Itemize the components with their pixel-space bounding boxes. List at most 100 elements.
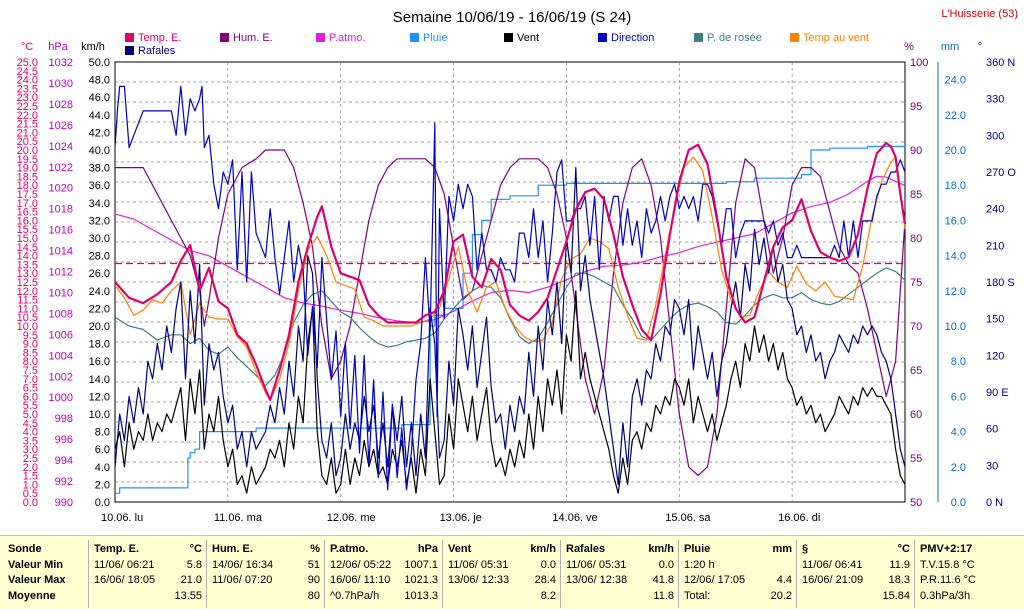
stat-header: P.atmo. bbox=[330, 543, 369, 555]
wind-tick-label: 6.0 bbox=[95, 444, 110, 456]
axis-unit-label: hPa bbox=[48, 41, 68, 53]
stat-date: 16/06/ 11:10 bbox=[330, 574, 391, 586]
series-pluie-line bbox=[115, 145, 905, 494]
temp-tick-label: 8.5 bbox=[23, 347, 38, 359]
stat-value: T.V.15.8 °C bbox=[920, 558, 975, 571]
legend-swatch bbox=[598, 33, 607, 42]
legend-label: P. de rosée bbox=[707, 32, 762, 44]
stat-header: Hum. E. bbox=[212, 543, 253, 555]
temp-tick-label: 15.0 bbox=[17, 233, 38, 245]
pressure-tick-label: 1020 bbox=[49, 183, 73, 195]
temp-tick-label: 25.0 bbox=[17, 57, 38, 69]
temp-tick-label: 8.0 bbox=[23, 356, 38, 368]
temp-tick-label: 21.5 bbox=[17, 119, 38, 131]
temp-tick-label: 4.0 bbox=[23, 427, 38, 439]
stat-date: 11/06/ 06:41 bbox=[802, 558, 863, 571]
stats-col-sonde: Sonde Valeur Min Valeur Max Moyenne bbox=[8, 542, 88, 608]
axis-units: °C hPa km/h% mm ° bbox=[21, 41, 982, 53]
stat-value: 13.55 bbox=[174, 589, 202, 602]
stat-value: 5.8 bbox=[186, 558, 202, 571]
humidity-tick-label: 65 bbox=[910, 365, 922, 377]
temp-tick-label: 3.0 bbox=[23, 444, 38, 456]
wind-tick-label: 48.0 bbox=[89, 75, 110, 87]
direction-tick-label: 210 bbox=[986, 240, 1004, 252]
stat-date: 11/06/ 05:31 bbox=[448, 558, 509, 571]
axis-unit-label: km/h bbox=[81, 41, 105, 53]
x-tick-label: 11.06. ma bbox=[214, 512, 263, 524]
stat-value: 4.4 bbox=[776, 574, 792, 586]
legend-label: Vent bbox=[517, 32, 539, 44]
rain-tick-label: 10.0 bbox=[945, 321, 966, 333]
temp-tick-label: 2.0 bbox=[23, 462, 38, 474]
stat-label: Moyenne bbox=[8, 589, 56, 602]
temp-tick-label: 22.5 bbox=[17, 101, 38, 113]
wind-tick-label: 28.0 bbox=[89, 251, 110, 263]
stat-value: 0.0 bbox=[540, 558, 556, 571]
humidity-tick-label: 60 bbox=[910, 409, 922, 421]
pressure-tick-label: 1022 bbox=[49, 162, 73, 174]
stat-value: 8.2 bbox=[540, 589, 556, 602]
plot-area bbox=[114, 61, 906, 503]
temp-tick-label: 16.0 bbox=[17, 215, 38, 227]
temp-tick-label: 7.0 bbox=[23, 374, 38, 386]
temp-tick-label: 20.5 bbox=[17, 136, 38, 148]
rain-tick-label: 2.0 bbox=[951, 462, 966, 474]
stat-value: 0.0 bbox=[658, 558, 674, 571]
pressure-tick-label: 990 bbox=[55, 497, 73, 509]
temp-tick-label: 0.5 bbox=[23, 488, 38, 500]
pressure-tick-label: 1002 bbox=[49, 371, 73, 383]
wind-tick-label: 26.0 bbox=[89, 268, 110, 280]
humidity-tick-label: 50 bbox=[910, 497, 922, 509]
axis-unit-label: % bbox=[904, 41, 914, 53]
x-tick-label: 13.06. je bbox=[440, 512, 482, 524]
stats-panel: Sonde Valeur Min Valeur Max Moyenne Temp… bbox=[0, 535, 1024, 609]
stats-col-patmo: P.atmo. hPa 12/06/ 05:22 1007.1 16/06/ 11:… bbox=[330, 542, 442, 608]
direction-tick-label: 120 bbox=[986, 350, 1004, 362]
temp-tick-label: 11.5 bbox=[17, 295, 38, 307]
temp-tick-label: 5.5 bbox=[23, 400, 38, 412]
stat-date: 13/06/ 12:33 bbox=[448, 574, 510, 586]
stat-unit: km/h bbox=[648, 543, 674, 555]
wind-tick-label: 32.0 bbox=[89, 215, 110, 227]
direction-tick-label: 90 E bbox=[986, 387, 1009, 399]
pressure-tick-label: 994 bbox=[55, 455, 73, 467]
temp-tick-label: 22.0 bbox=[17, 110, 38, 122]
stat-header: Temp. E. bbox=[94, 543, 140, 555]
pressure-tick-label: 1024 bbox=[49, 141, 73, 153]
stat-header: PMV+2:17 bbox=[920, 543, 973, 555]
legend-label: Temp au vent bbox=[803, 32, 869, 44]
wind-tick-label: 30.0 bbox=[89, 233, 110, 245]
temp-tick-label: 14.0 bbox=[17, 251, 38, 263]
pressure-tick-label: 1010 bbox=[49, 287, 73, 299]
pressure-tick-label: 1004 bbox=[49, 350, 73, 362]
pressure-tick-label: 1030 bbox=[49, 78, 73, 90]
stat-header: Rafales bbox=[566, 543, 606, 555]
stat-value: 90 bbox=[307, 574, 320, 586]
stat-header: Pluie bbox=[684, 543, 711, 555]
temp-tick-label: 15.5 bbox=[17, 224, 38, 236]
wind-tick-label: 20.0 bbox=[89, 321, 110, 333]
direction-tick-label: 30 bbox=[986, 460, 998, 472]
stat-value: 1013.3 bbox=[404, 589, 438, 602]
rain-tick-label: 22.0 bbox=[945, 110, 966, 122]
wind-tick-label: 40.0 bbox=[89, 145, 110, 157]
stats-col-dir: § °C 11/06/ 06:41 11.9 16/06/ 21:09 18.3 15… bbox=[802, 542, 914, 608]
stats-col-temp: Temp. E. °C 11/06/ 06:21 5.8 16/06/ 18:05 2… bbox=[94, 542, 206, 608]
wind-tick-label: 42.0 bbox=[89, 127, 110, 139]
stat-value: 18.3 bbox=[888, 574, 910, 586]
stat-date: 12/06/ 17:05 bbox=[684, 574, 746, 586]
rain-tick-label: 8.0 bbox=[951, 356, 966, 368]
legend-swatch bbox=[504, 33, 513, 42]
wind-tick-label: 10.0 bbox=[89, 409, 110, 421]
pressure-tick-label: 1026 bbox=[49, 120, 73, 132]
x-tick-label: 10.06. lu bbox=[101, 512, 143, 524]
humidity-tick-label: 55 bbox=[910, 453, 922, 465]
stat-unit: km/h bbox=[530, 543, 556, 555]
stat-date: 11/06/ 07:20 bbox=[212, 574, 273, 586]
temp-tick-label: 17.5 bbox=[17, 189, 38, 201]
chart-legend: Temp. E. Hum. E. P.atmo. Pluie Vent Direction… bbox=[125, 32, 869, 57]
pressure-tick-label: 1032 bbox=[49, 57, 73, 69]
stat-date: 11/06/ 06:21 bbox=[94, 558, 155, 571]
legend-swatch bbox=[316, 33, 325, 42]
stat-date: 11/06/ 05:31 bbox=[566, 558, 627, 571]
